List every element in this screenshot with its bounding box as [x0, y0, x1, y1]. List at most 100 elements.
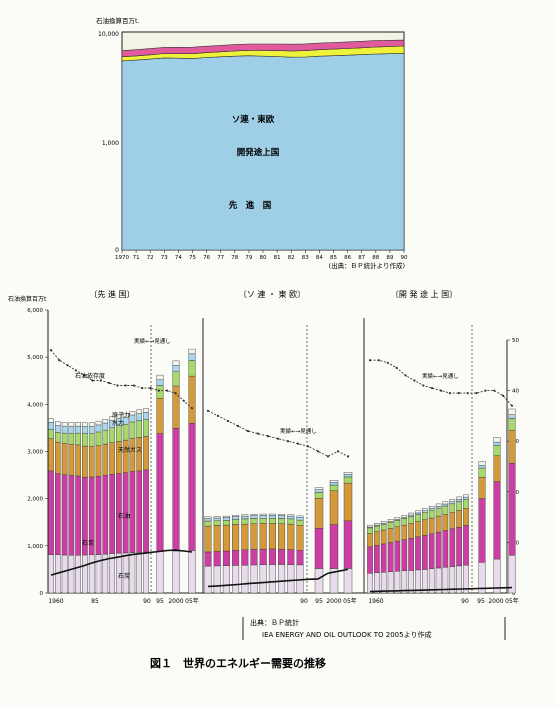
bar-segment — [61, 474, 68, 556]
bar-segment — [508, 408, 516, 415]
oil-share-point — [439, 389, 443, 392]
bar-segment — [250, 523, 258, 550]
top-xtick-label: 89 — [386, 255, 393, 261]
oil-share-point — [108, 381, 111, 385]
bar-segment — [109, 442, 115, 475]
top-source-note: (出典：ＢＰ統計より作成) — [329, 261, 405, 270]
bar-segment — [442, 505, 449, 515]
oil-share-point — [206, 409, 210, 412]
bar-segment — [380, 572, 387, 594]
bottom-xtick: 1960 — [368, 598, 383, 605]
bar-segment — [213, 565, 221, 594]
bar-segment — [259, 564, 267, 594]
bar-segment — [61, 554, 68, 594]
bar-segment — [188, 550, 196, 594]
bar-segment — [415, 521, 421, 538]
oil-share-point — [226, 419, 230, 423]
oil-share-point — [124, 384, 127, 387]
bar-segment — [75, 444, 81, 477]
left-ytick-label: 2,000 — [27, 497, 43, 503]
bar-segment — [116, 425, 122, 442]
panel-title-advanced: 〔先 進 国〕 — [89, 289, 134, 299]
bottom-xtick: 05年 — [185, 597, 199, 605]
bar-segment — [61, 425, 68, 434]
oil-share-point — [457, 392, 460, 395]
bar-segment — [380, 543, 387, 573]
top-area-chart: 石油換算百万t. 10,000 1,000 0 1970 71 72 73 74 75 76… — [96, 16, 408, 270]
bar-segment — [55, 425, 61, 433]
label-gas: 天然ガス — [118, 446, 142, 454]
bar-segment — [156, 385, 164, 399]
bar-segment — [415, 512, 421, 515]
bar-segment — [329, 480, 339, 483]
oil-share-point — [316, 450, 320, 453]
bar-segment — [250, 515, 258, 519]
bar-segment — [343, 568, 353, 594]
bar-segment — [88, 446, 95, 478]
bar-segment — [435, 503, 442, 507]
oil-share-line — [370, 359, 513, 407]
bar-segment — [428, 510, 435, 519]
bottom-xtick: 95 — [477, 598, 485, 605]
bar-segment — [508, 430, 516, 464]
top-area-label-dev: 開発途上国 — [237, 147, 280, 158]
bar-segment — [435, 515, 442, 533]
bar-segment — [422, 535, 428, 570]
bar-segment — [156, 398, 164, 434]
oil-share-point — [484, 389, 487, 392]
oil-share-point — [246, 430, 250, 433]
oil-share-point — [141, 387, 144, 390]
bar-segment — [204, 525, 212, 553]
top-xtick-label: 82 — [288, 255, 295, 261]
bar-segment — [222, 515, 230, 518]
bar-segment — [329, 490, 339, 525]
bar-segment — [449, 501, 456, 505]
bar-segment — [415, 510, 421, 514]
bar-segment — [287, 515, 295, 520]
bar-segment — [367, 533, 373, 547]
top-xtick-label: 90 — [401, 255, 408, 261]
bottom-xtick: 2000 — [488, 598, 503, 605]
bar-segment — [314, 498, 324, 529]
bar-segment — [48, 429, 54, 440]
bar-segment — [401, 524, 408, 540]
bar-segment — [68, 433, 75, 445]
bar-segment — [129, 411, 136, 416]
oil-share-point — [174, 392, 177, 395]
left-ytick-label: 3,000 — [27, 450, 43, 456]
bar-segment — [250, 549, 258, 566]
bar-segment — [401, 515, 408, 518]
oil-share-point — [66, 364, 69, 367]
bar-segment — [394, 526, 401, 542]
bar-segment — [463, 508, 469, 526]
bar-segment — [493, 455, 501, 482]
bar-segment — [422, 512, 428, 520]
oil-share-point — [286, 440, 290, 443]
bar-segment — [82, 422, 88, 427]
label-oil: 石油 — [118, 512, 130, 520]
bar-segment — [122, 440, 129, 473]
bar-segment — [456, 510, 462, 528]
bar-segment — [401, 570, 408, 594]
label-hydro: 水力 — [112, 419, 124, 427]
bar-segment — [367, 546, 373, 574]
top-ytick-label: 10,000 — [98, 31, 119, 38]
bar-segment — [122, 413, 129, 418]
oil-share-point — [395, 366, 398, 369]
top-xtick-label: 76 — [203, 255, 210, 261]
bar-segment — [213, 516, 221, 519]
bar-segment — [129, 471, 136, 553]
right-ytick-label: 40 — [512, 389, 519, 395]
bar-segment — [428, 517, 435, 535]
bar-segment — [435, 507, 442, 517]
bar-segment — [188, 360, 196, 377]
bar-segment — [435, 506, 442, 509]
bar-segment — [61, 443, 68, 476]
bar-segment — [241, 549, 249, 566]
bar-segment — [287, 518, 295, 525]
bar-segment — [102, 419, 109, 424]
bar-segment — [508, 418, 516, 431]
bar-segment — [95, 424, 102, 433]
bar-segment — [48, 418, 54, 423]
bar-segment — [156, 379, 164, 386]
